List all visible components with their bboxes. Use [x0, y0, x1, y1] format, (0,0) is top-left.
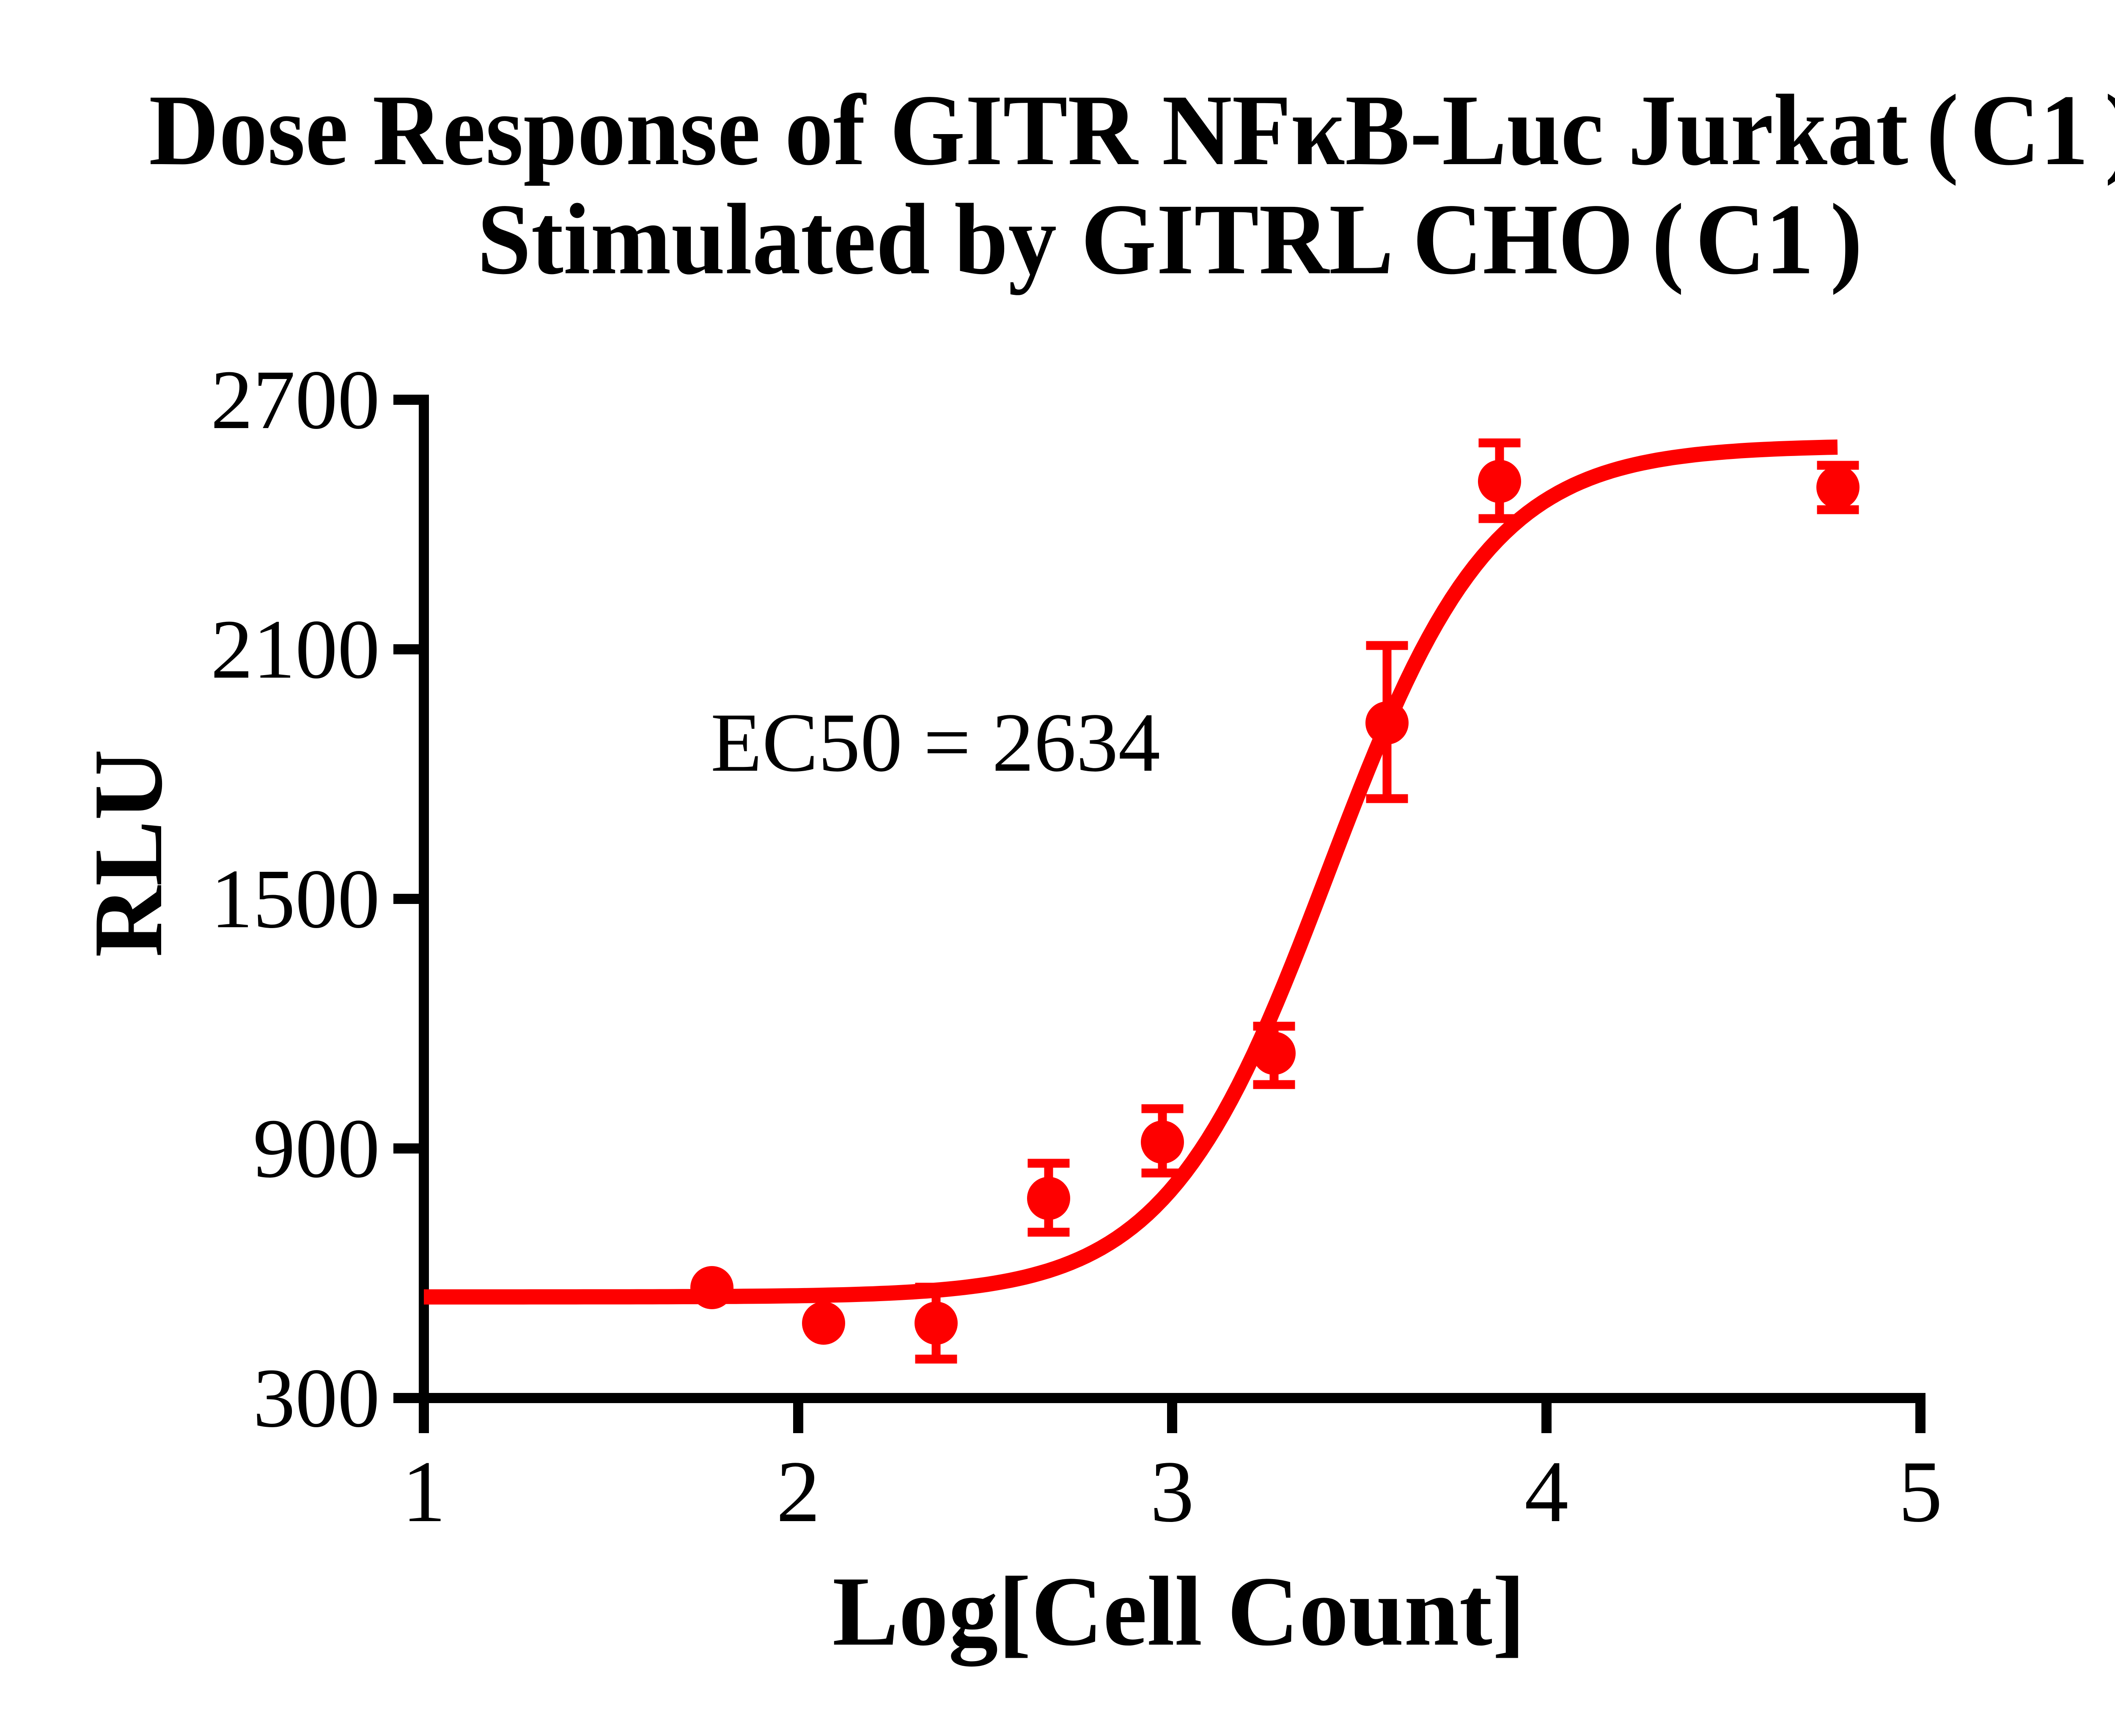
svg-text:RLU: RLU — [74, 749, 183, 957]
svg-text:900: 900 — [253, 1102, 380, 1195]
svg-text:4: 4 — [1524, 1443, 1568, 1540]
svg-text:1: 1 — [402, 1443, 446, 1540]
svg-text:2: 2 — [776, 1443, 820, 1540]
svg-text:1500: 1500 — [211, 852, 380, 946]
svg-text:Dose Response of GITR NFκB-Luc: Dose Response of GITR NFκB-Luc Jurkat(C1… — [149, 74, 2115, 186]
svg-text:2100: 2100 — [211, 603, 380, 696]
svg-text:5: 5 — [1898, 1443, 1942, 1540]
svg-text:Stimulated by GITRL CHO(C1): Stimulated by GITRL CHO(C1) — [477, 183, 1862, 295]
svg-text:300: 300 — [253, 1351, 380, 1445]
svg-text:2700: 2700 — [211, 353, 380, 447]
svg-text:3: 3 — [1150, 1443, 1194, 1540]
svg-text:Log[Cell Count]: Log[Cell Count] — [832, 1556, 1525, 1667]
svg-text:EC50 = 2634: EC50 = 2634 — [711, 696, 1160, 789]
